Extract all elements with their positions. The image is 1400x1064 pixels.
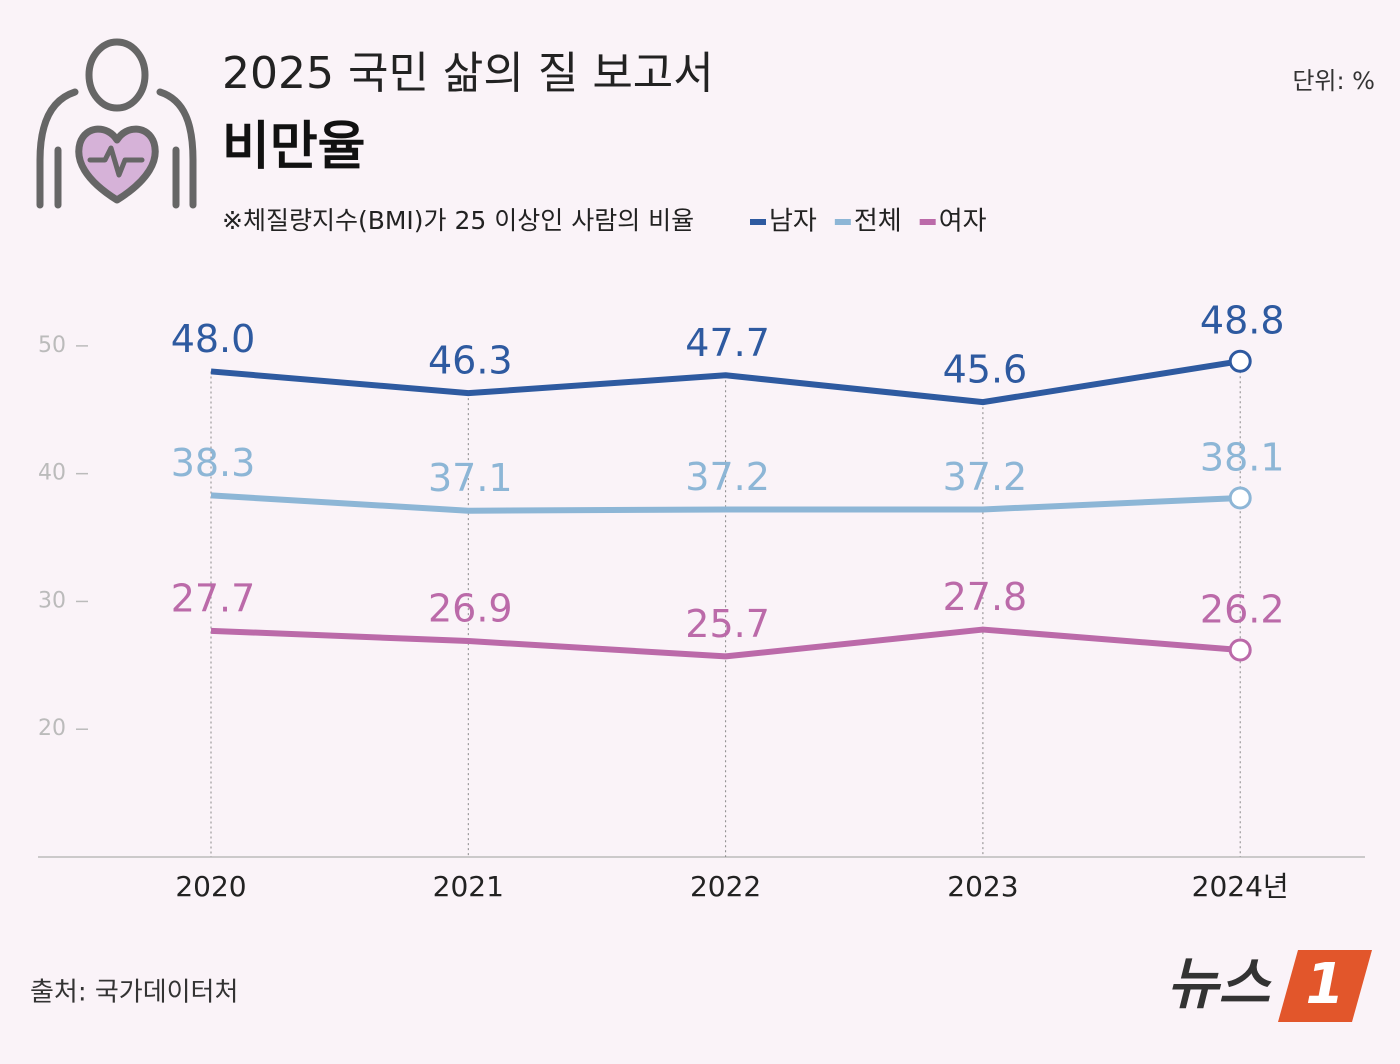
value-label: 27.8 [943,575,1028,619]
value-label: 48.8 [1200,299,1285,343]
value-label: 26.2 [1200,588,1285,632]
value-label: 25.7 [685,602,770,646]
series-line [210,358,1241,406]
source: 출처: 국가데이터처 [30,978,238,1008]
legend-label: 남자 [769,207,817,237]
x-tick-label: 2020 [175,870,246,903]
x-tick-label: 2021 [433,870,504,903]
y-tick-label: 50 [38,333,66,358]
note: ※체질량지수(BMI)가 25 이상인 사람의 비율 [222,206,694,235]
icon [36,38,197,209]
end-marker [1228,638,1252,662]
y-tick-label: 40 [38,461,66,486]
logo-number: 1 [1306,952,1345,1017]
x-tick-label: 2024년 [1192,870,1289,903]
y-tick-label: 20 [38,716,66,741]
chart-title: 2025 국민 삶의 질 보고서 [222,48,714,99]
value-label: 37.2 [943,455,1028,499]
legend-label: 전체 [854,207,902,237]
logo-badge [1278,950,1372,1022]
logo: 뉴스 1 [1167,950,1372,1022]
series-line [210,492,1241,514]
y-tick-label: 30 [38,588,66,613]
value-label: 47.7 [685,321,770,365]
unit: 단위: % [1292,67,1375,95]
value-label: 27.7 [171,576,256,620]
legend-label: 여자 [939,207,987,237]
logo-text: 뉴스 [1167,952,1273,1017]
value-label: 37.1 [428,456,513,500]
end-marker [1228,486,1252,510]
value-label: 45.6 [943,348,1028,392]
value-label: 38.3 [171,441,256,485]
x-tick-label: 2022 [690,870,761,903]
series-line [210,626,1241,660]
chart-subtitle: 비만율 [222,117,366,177]
value-label: 37.2 [685,455,770,499]
value-label: 48.0 [171,317,256,361]
value-label: 46.3 [428,339,513,383]
value-label: 26.9 [428,587,513,631]
x-tick-label: 2023 [947,870,1018,903]
end-marker [1228,349,1252,373]
value-label: 38.1 [1200,435,1285,479]
